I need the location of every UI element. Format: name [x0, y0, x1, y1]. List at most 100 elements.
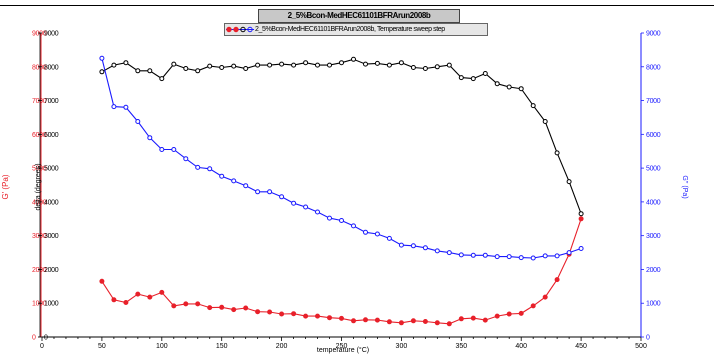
data-point-gdoubleprime	[207, 166, 213, 172]
y-tick-label-gdoubleprime: 5000	[646, 166, 661, 173]
series-group	[99, 55, 584, 327]
data-point-delta	[506, 84, 512, 90]
series-line-delta	[101, 58, 582, 214]
data-point-gprime	[291, 311, 297, 317]
data-point-gprime	[542, 294, 548, 300]
data-point-gdoubleprime	[578, 246, 584, 251]
data-point-gdoubleprime	[195, 164, 201, 170]
data-point-gdoubleprime	[398, 242, 404, 248]
x-tick-label: 450	[575, 343, 587, 350]
data-point-gprime	[315, 313, 320, 319]
data-point-gdoubleprime	[470, 252, 476, 258]
data-point-gdoubleprime	[123, 104, 129, 110]
y-tick-label-gdoubleprime: 2000	[646, 267, 661, 274]
data-point-gprime	[339, 315, 344, 321]
y-tick-label-gdoubleprime: 1000	[646, 301, 661, 308]
y-axis-label-delta: delta (degrees)	[35, 163, 42, 210]
y-tick-label-delta: 2000	[44, 267, 59, 274]
data-point-gprime	[506, 311, 512, 317]
data-point-gprime	[183, 301, 189, 307]
y-tick-label-gprime: 1000	[32, 301, 47, 308]
data-point-gdoubleprime	[566, 250, 572, 256]
data-point-delta	[494, 81, 500, 87]
data-point-gprime	[494, 313, 500, 319]
data-point-gprime	[135, 291, 141, 297]
y-tick-label-gprime: 9000	[32, 31, 47, 38]
y-tick-label-gdoubleprime: 4000	[646, 199, 661, 206]
y-tick-label-gprime: 0	[32, 335, 36, 342]
axes-group: 0 50 100 150 200 250 300 350 400 450 5000100020003…	[32, 31, 661, 351]
data-point-gdoubleprime	[446, 250, 452, 256]
data-point-gprime	[422, 319, 428, 324]
data-point-delta	[255, 62, 261, 68]
data-point-gdoubleprime	[386, 235, 392, 241]
data-point-delta	[291, 62, 297, 68]
data-point-gdoubleprime	[542, 253, 548, 259]
y-tick-label-gprime: 7000	[32, 98, 47, 105]
data-point-gprime	[231, 307, 237, 313]
y-tick-label-gdoubleprime: 8000	[646, 64, 661, 71]
data-point-delta	[578, 211, 584, 217]
data-point-delta	[183, 66, 189, 71]
data-point-delta	[482, 71, 488, 76]
x-tick-label: 200	[276, 343, 288, 350]
x-tick-label: 250	[336, 343, 348, 350]
data-point-gdoubleprime	[135, 119, 141, 124]
y-tick-label-delta: 4000	[44, 199, 59, 206]
data-point-gprime	[123, 300, 129, 305]
data-point-gprime	[530, 303, 536, 309]
data-point-gdoubleprime	[339, 218, 344, 223]
data-point-delta	[398, 60, 404, 66]
y-axis-label-gprime: G' (Pa)	[1, 174, 10, 199]
data-point-delta	[279, 61, 285, 67]
data-point-gdoubleprime	[482, 252, 488, 258]
data-point-gdoubleprime	[410, 243, 416, 249]
data-point-gdoubleprime	[494, 254, 500, 260]
data-point-gprime	[470, 315, 476, 321]
data-point-delta	[135, 68, 141, 74]
data-point-gdoubleprime	[554, 253, 560, 259]
data-point-delta	[171, 61, 177, 67]
y-tick-label-gdoubleprime: 3000	[646, 233, 661, 240]
data-point-gprime	[446, 321, 452, 327]
data-point-gdoubleprime	[255, 189, 261, 195]
data-point-gprime	[243, 305, 249, 311]
data-point-gprime	[171, 303, 177, 309]
x-axis-label: temperature (°C)	[317, 346, 369, 354]
data-point-delta	[159, 76, 165, 82]
data-point-gdoubleprime	[422, 245, 428, 251]
legend-marker-swatch	[225, 24, 255, 35]
y-tick-label-gprime: 5000	[32, 166, 47, 173]
data-point-gdoubleprime	[351, 223, 356, 229]
data-point-gprime	[255, 309, 261, 315]
data-point-gprime	[207, 305, 213, 311]
chart-legend: 2_5%Bcon-MedHEC61101BFRArun2008b, Temper…	[224, 23, 488, 36]
data-point-gdoubleprime	[231, 178, 237, 184]
data-point-delta	[303, 60, 309, 66]
data-point-gprime	[434, 320, 440, 326]
data-point-delta	[470, 76, 476, 82]
data-point-delta	[410, 65, 416, 70]
data-point-delta	[99, 69, 105, 75]
data-point-gdoubleprime	[363, 229, 368, 235]
data-point-gdoubleprime	[518, 255, 524, 261]
data-point-gprime	[398, 320, 404, 326]
data-point-gprime	[147, 294, 153, 300]
data-point-delta	[530, 103, 536, 109]
y-tick-label-gprime: 3000	[32, 233, 47, 240]
x-tick-label: 100	[156, 343, 168, 350]
data-point-delta	[542, 119, 548, 124]
data-point-delta	[566, 179, 572, 185]
data-point-delta	[339, 60, 344, 66]
data-point-gprime	[458, 316, 464, 322]
data-point-delta	[363, 61, 368, 67]
data-point-delta	[195, 68, 201, 74]
data-point-delta	[267, 62, 273, 68]
y-tick-label-delta: 6000	[44, 132, 59, 139]
y-tick-label-gdoubleprime: 7000	[646, 98, 661, 105]
data-point-delta	[315, 62, 320, 68]
data-point-gdoubleprime	[506, 254, 512, 260]
x-tick-label: 50	[98, 343, 106, 350]
data-point-delta	[458, 75, 464, 81]
data-point-delta	[434, 64, 440, 70]
